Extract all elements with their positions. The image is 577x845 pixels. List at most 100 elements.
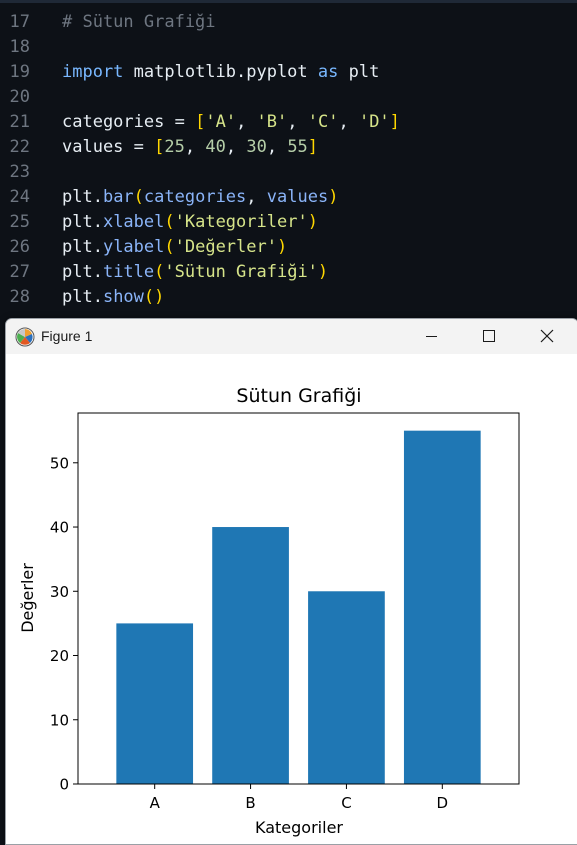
y-tick-label: 10 xyxy=(50,711,69,729)
code-token: plt. xyxy=(62,287,103,307)
code-token: # Sütun Grafiği xyxy=(62,12,216,32)
code-token: = xyxy=(174,112,185,132)
code-token: , xyxy=(338,112,359,132)
code-token: as xyxy=(317,62,339,82)
code-line[interactable]: 24 plt.bar(categories, values) xyxy=(0,185,577,210)
line-number: 25 xyxy=(9,212,30,232)
line-number: 28 xyxy=(9,287,30,307)
code-token: ] xyxy=(307,137,319,157)
figure-window[interactable]: Figure 1 Sütun Grafiği 0 10 20 30 40 50 A B C D … xyxy=(5,318,577,845)
matplotlib-icon xyxy=(15,327,35,347)
code-token: categories xyxy=(62,112,175,132)
maximize-button[interactable] xyxy=(460,319,518,354)
bar-C xyxy=(308,591,385,784)
minimize-icon xyxy=(426,336,437,337)
code-token: ) xyxy=(307,212,318,232)
bar-A xyxy=(116,623,194,784)
window-title: Figure 1 xyxy=(41,328,93,344)
code-line[interactable]: 28 plt.show() xyxy=(0,285,577,310)
y-tick-label: 20 xyxy=(50,647,69,665)
line-number: 23 xyxy=(9,162,30,182)
close-icon xyxy=(540,329,554,343)
code-text: plt.title('Sütun Grafiği') xyxy=(62,260,328,285)
code-token: plt. xyxy=(62,212,103,232)
code-token: 'C' xyxy=(307,112,339,132)
x-tick-label: C xyxy=(341,794,351,812)
code-token: 'B' xyxy=(256,112,288,132)
code-text: plt.ylabel('Değerler') xyxy=(62,235,287,260)
code-line[interactable]: 19 import matplotlib.pyplot as plt xyxy=(0,60,577,85)
x-axis-ticks: A B C D xyxy=(150,784,449,812)
minimize-button[interactable] xyxy=(402,319,460,354)
code-token: , xyxy=(287,112,308,132)
code-line[interactable]: 17 # Sütun Grafiği xyxy=(0,10,577,35)
code-token: plt. xyxy=(62,262,103,282)
x-tick-label: B xyxy=(245,794,255,812)
code-token: ( xyxy=(164,237,175,257)
code-token: , xyxy=(246,187,267,207)
bar-D xyxy=(403,430,481,784)
code-token: plt xyxy=(338,62,380,82)
code-token: ( xyxy=(154,262,165,282)
bar-chart: Sütun Grafiği 0 10 20 30 40 50 A B C D Kategoril… xyxy=(18,385,520,837)
chart-title: Sütun Grafiği xyxy=(236,385,361,407)
code-line[interactable]: 22 values = [25, 40, 30, 55] xyxy=(0,135,577,160)
code-token: 30 xyxy=(246,137,267,157)
code-token: = xyxy=(133,137,144,157)
code-token: () xyxy=(143,287,165,307)
code-token: matplotlib.pyplot xyxy=(123,62,318,82)
x-tick-label: D xyxy=(437,794,449,812)
code-text: import matplotlib.pyplot as plt xyxy=(62,60,379,85)
maximize-icon xyxy=(483,330,495,342)
close-button[interactable] xyxy=(518,319,576,354)
code-token: ) xyxy=(328,187,339,207)
code-token: [ xyxy=(195,112,206,132)
code-text: # Sütun Grafiği xyxy=(62,10,216,35)
code-line[interactable]: 20 xyxy=(0,85,577,110)
y-tick-label: 40 xyxy=(50,519,69,537)
line-number: 24 xyxy=(9,187,30,207)
code-line[interactable]: 25 plt.xlabel('Kategoriler') xyxy=(0,210,577,235)
code-token: , xyxy=(266,137,288,157)
x-tick-label: A xyxy=(150,794,161,812)
line-number: 22 xyxy=(9,137,30,157)
line-number: 26 xyxy=(9,237,30,257)
code-token: , xyxy=(225,137,247,157)
bars-group xyxy=(116,430,481,784)
code-token: ( xyxy=(133,187,144,207)
code-text: plt.bar(categories, values) xyxy=(62,185,338,210)
code-token: values xyxy=(62,137,134,157)
code-line[interactable]: 26 plt.ylabel('Değerler') xyxy=(0,235,577,260)
window-titlebar[interactable]: Figure 1 xyxy=(6,319,577,354)
code-line[interactable]: 23 xyxy=(0,160,577,185)
line-number: 19 xyxy=(9,62,30,82)
code-line[interactable]: 18 xyxy=(0,35,577,60)
code-editor[interactable]: 17 # Sütun Grafiği 18 19 import matplotlib.p… xyxy=(0,0,577,321)
bar-B xyxy=(212,527,289,784)
code-token: plt. xyxy=(62,187,103,207)
line-number: 27 xyxy=(9,262,30,282)
code-token xyxy=(185,112,195,132)
line-number: 21 xyxy=(9,112,30,132)
y-tick-label: 50 xyxy=(50,454,69,472)
code-token: values xyxy=(266,187,329,207)
code-text: categories = ['A', 'B', 'C', 'D'] xyxy=(62,110,400,135)
code-token: ( xyxy=(164,212,175,232)
code-token: ) xyxy=(317,262,329,282)
code-text: plt.show() xyxy=(62,285,164,310)
code-line[interactable]: 27 plt.title('Sütun Grafiği') xyxy=(0,260,577,285)
code-token: plt. xyxy=(62,237,103,257)
code-token: ] xyxy=(389,112,400,132)
code-token: 25 xyxy=(164,137,185,157)
line-number: 17 xyxy=(9,12,30,32)
line-number: 18 xyxy=(9,37,30,57)
code-token: 'Kategoriler' xyxy=(174,212,308,232)
code-token: [ xyxy=(154,137,165,157)
axes-frame xyxy=(77,412,520,785)
code-token: 'Sütun Grafiği' xyxy=(164,262,318,282)
figure-canvas[interactable]: Sütun Grafiği 0 10 20 30 40 50 A B C D Kategoril… xyxy=(6,354,577,844)
y-tick-label: 0 xyxy=(59,776,69,794)
code-line[interactable]: 21 categories = ['A', 'B', 'C', 'D'] xyxy=(0,110,577,135)
code-token: , xyxy=(184,137,206,157)
code-token: 'Değerler' xyxy=(174,237,277,257)
